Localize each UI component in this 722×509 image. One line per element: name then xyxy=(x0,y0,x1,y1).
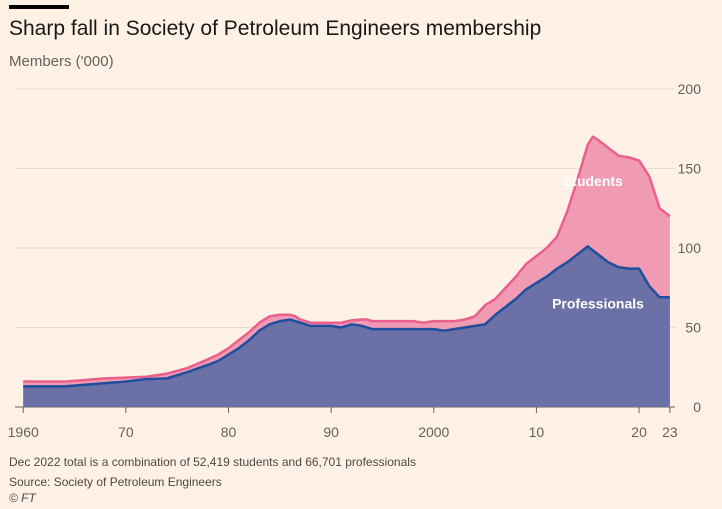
x-tick-label: 23 xyxy=(662,424,678,440)
x-tick-label: 70 xyxy=(118,424,134,440)
chart-title: Sharp fall in Society of Petroleum Engin… xyxy=(9,17,542,40)
brand-bar xyxy=(9,5,69,9)
x-tick-label: 2000 xyxy=(418,424,449,440)
chart-source: Source: Society of Petroleum Engineers xyxy=(9,475,222,489)
y-tick-label: 200 xyxy=(678,81,702,97)
chart-subtitle: Members ('000) xyxy=(9,53,114,70)
y-tick-label: 0 xyxy=(693,399,701,415)
series-label-students: Students xyxy=(563,173,623,189)
chart-note: Dec 2022 total is a combination of 52,41… xyxy=(9,455,416,469)
y-tick-label: 150 xyxy=(678,161,702,177)
professionals-line xyxy=(23,245,670,388)
x-tick-label: 20 xyxy=(631,424,647,440)
students-line xyxy=(23,135,671,383)
x-tick-label: 1960 xyxy=(8,424,39,440)
x-tick-label: 80 xyxy=(221,424,237,440)
x-tick-label: 10 xyxy=(529,424,545,440)
y-tick-label: 100 xyxy=(678,240,702,256)
ft-credit: © FT xyxy=(9,491,36,505)
y-tick-label: 50 xyxy=(685,320,701,336)
series-label-professionals: Professionals xyxy=(552,295,644,311)
membership-area-chart: 0 50 100 150 200 1960 70 80 90 2000 10 20 23 Students… xyxy=(8,81,702,440)
x-tick-label: 90 xyxy=(323,424,339,440)
